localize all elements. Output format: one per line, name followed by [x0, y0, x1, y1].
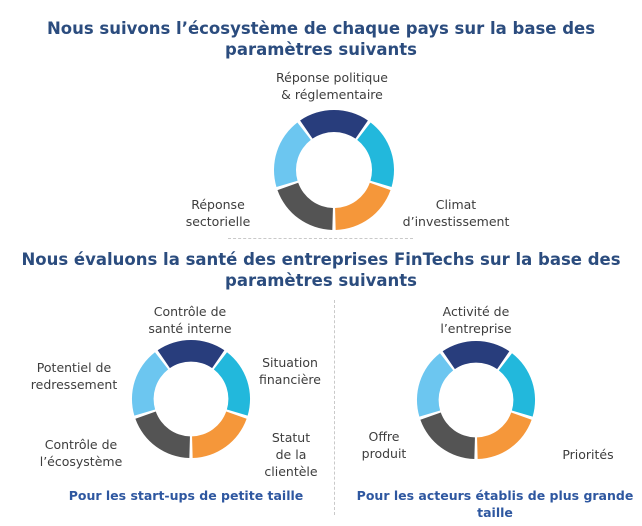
navy-segment: [442, 340, 510, 370]
section2-title: Nous évaluons la santé des entreprises F…: [21, 250, 621, 290]
orange-segment: [477, 412, 532, 460]
dark-gray-segment: [135, 411, 190, 459]
label-priorites: Priorités: [562, 447, 614, 462]
section-divider: [228, 238, 413, 239]
section1-title: Nous suivons l’écosystème de chaque pays…: [46, 19, 596, 59]
navy-segment: [300, 110, 368, 139]
light-blue-segment: [274, 122, 311, 187]
label-offre-produit: Offre produit: [361, 429, 407, 461]
label-activite-entreprise: Activité de l’entreprise: [440, 304, 512, 336]
caption-acteurs-etablis: Pour les acteurs établis de plus grande …: [356, 488, 634, 520]
orange-segment: [192, 411, 247, 459]
light-blue-segment: [416, 353, 454, 417]
ecosystem-donut: [274, 110, 394, 230]
label-situation-financiere: Situation financière: [259, 355, 321, 387]
label-potentiel-redressement: Potentiel de redressement: [30, 360, 118, 392]
orange-segment: [335, 182, 391, 230]
column-divider: [334, 300, 335, 515]
caption-startups: Pour les start-ups de petite taille: [68, 488, 304, 503]
teal-segment: [213, 352, 251, 416]
label-investissement: Climat d’investissement: [402, 197, 510, 229]
teal-segment: [498, 353, 536, 417]
teal-segment: [357, 122, 394, 187]
dark-gray-segment: [420, 412, 475, 460]
label-sectorielle: Réponse sectorielle: [185, 197, 251, 229]
light-blue-segment: [131, 352, 169, 416]
label-sante-interne: Contrôle de santé interne: [148, 304, 232, 336]
dark-gray-segment: [277, 182, 333, 230]
label-controle-ecosysteme: Contrôle de l’écosystème: [39, 437, 123, 469]
label-politique: Réponse politique & réglementaire: [276, 70, 388, 102]
navy-segment: [157, 339, 225, 369]
label-statut-clientele: Statut de la clientèle: [264, 430, 318, 479]
startup-health-donut: [131, 339, 251, 459]
established-health-donut: [416, 340, 536, 460]
